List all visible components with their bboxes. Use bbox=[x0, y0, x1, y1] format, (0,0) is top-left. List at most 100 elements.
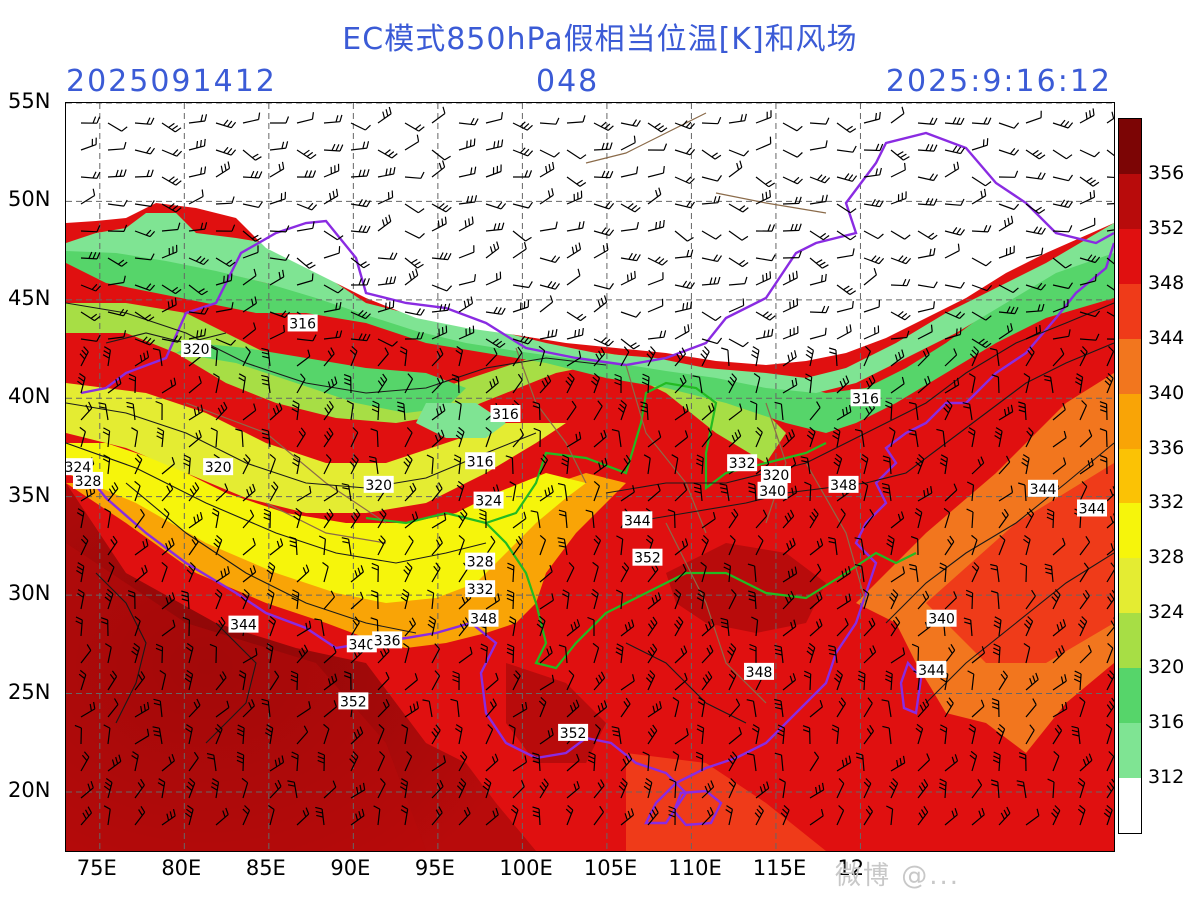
wind-barb bbox=[992, 751, 1001, 772]
wind-barb bbox=[917, 324, 933, 340]
wind-barb bbox=[701, 534, 709, 556]
wind-barb bbox=[672, 697, 680, 718]
svg-text:348: 348 bbox=[830, 478, 857, 494]
wind-barb bbox=[80, 251, 101, 260]
wind-barb bbox=[538, 345, 546, 367]
wind-barb bbox=[989, 347, 1000, 367]
wind-barb bbox=[458, 806, 471, 826]
contour-value-label: 328 bbox=[72, 471, 103, 490]
wind-barb bbox=[836, 593, 852, 610]
wind-barb bbox=[350, 565, 364, 583]
wind-barb bbox=[431, 106, 446, 124]
svg-text:324: 324 bbox=[475, 494, 502, 510]
wind-barb bbox=[998, 148, 1020, 156]
wind-barb bbox=[431, 347, 444, 367]
wind-barb bbox=[103, 778, 113, 799]
wind-barb bbox=[215, 161, 231, 178]
wind-barb bbox=[674, 563, 687, 583]
wind-barb bbox=[701, 337, 723, 345]
wind-barb bbox=[539, 727, 554, 745]
wind-barb bbox=[998, 323, 1013, 340]
wind-barb bbox=[672, 751, 680, 772]
wind-barb bbox=[592, 642, 600, 664]
wind-barb bbox=[452, 670, 460, 691]
wind-barb bbox=[377, 671, 390, 691]
wind-barb bbox=[323, 114, 343, 124]
wind-barb bbox=[404, 617, 417, 637]
wind-barb bbox=[539, 188, 554, 205]
wind-barb bbox=[836, 697, 847, 718]
wind-barb bbox=[863, 805, 874, 826]
wind-barb bbox=[828, 644, 838, 664]
wind-barb bbox=[1079, 310, 1101, 318]
contour-value-label: 316 bbox=[287, 314, 318, 332]
wind-barb bbox=[161, 377, 177, 394]
wind-barb bbox=[620, 203, 641, 213]
wind-barb bbox=[431, 374, 444, 394]
wind-barb bbox=[323, 301, 342, 313]
wind-barb bbox=[998, 245, 1015, 259]
wind-barb bbox=[593, 805, 605, 826]
wind-barb bbox=[377, 751, 386, 772]
wind-barb bbox=[1103, 804, 1113, 826]
wind-barb bbox=[944, 327, 962, 340]
wind-barb bbox=[453, 454, 462, 475]
wind-barb bbox=[836, 230, 857, 241]
wind-barb bbox=[323, 347, 335, 367]
wind-barb bbox=[269, 453, 276, 475]
wind-barb bbox=[238, 373, 246, 394]
wind-barb bbox=[103, 805, 111, 826]
wind-barb bbox=[967, 427, 976, 448]
wind-barb bbox=[80, 225, 101, 233]
lon-tick-label: 75E bbox=[76, 856, 117, 880]
wind-barb bbox=[240, 588, 250, 610]
wind-barb bbox=[863, 255, 885, 265]
wind-barb bbox=[1106, 670, 1114, 691]
wind-barb bbox=[134, 350, 150, 367]
wind-barb bbox=[323, 143, 344, 152]
wind-barb bbox=[833, 453, 843, 475]
colorbar-segment bbox=[1119, 228, 1141, 284]
wind-barb bbox=[971, 338, 992, 349]
wind-barb bbox=[107, 330, 127, 340]
svg-text:328: 328 bbox=[467, 555, 494, 571]
wind-barb bbox=[261, 374, 271, 394]
wind-barb bbox=[539, 485, 554, 502]
hainan-outline bbox=[672, 789, 723, 827]
wind-barb bbox=[889, 589, 899, 610]
wind-barb bbox=[692, 375, 703, 394]
contour-value-label: 344 bbox=[622, 511, 653, 529]
wind-barb bbox=[1052, 430, 1067, 448]
wind-barb bbox=[343, 374, 352, 394]
wind-barb bbox=[323, 485, 339, 502]
wind-barb bbox=[993, 616, 1002, 637]
wind-barb bbox=[431, 643, 441, 664]
wind-barb bbox=[161, 808, 176, 826]
wind-barb bbox=[971, 225, 992, 233]
wind-barb bbox=[188, 189, 204, 205]
wind-barb bbox=[863, 374, 876, 394]
wind-barb bbox=[809, 563, 822, 583]
wind-barb bbox=[350, 808, 365, 826]
wind-barb bbox=[134, 146, 155, 155]
wind-barb bbox=[104, 508, 112, 529]
wind-barb bbox=[131, 427, 139, 448]
wind-barb bbox=[161, 508, 170, 529]
wind-barb bbox=[836, 617, 849, 637]
wind-barb bbox=[350, 616, 360, 637]
wind-barb bbox=[782, 250, 802, 259]
wind-barb bbox=[242, 565, 257, 583]
wind-barb bbox=[242, 112, 261, 124]
wind-barb bbox=[836, 778, 845, 799]
wind-barb bbox=[557, 483, 568, 502]
wind-barb bbox=[806, 642, 816, 664]
wind-barb bbox=[863, 299, 880, 313]
wind-barb bbox=[404, 268, 419, 286]
wind-barb bbox=[721, 347, 730, 367]
wind-barb bbox=[701, 644, 714, 664]
wind-barb bbox=[668, 805, 676, 826]
wind-barb bbox=[370, 590, 379, 610]
wind-barb bbox=[287, 780, 298, 799]
field-320-band bbox=[66, 303, 786, 463]
wind-barb bbox=[701, 780, 715, 799]
